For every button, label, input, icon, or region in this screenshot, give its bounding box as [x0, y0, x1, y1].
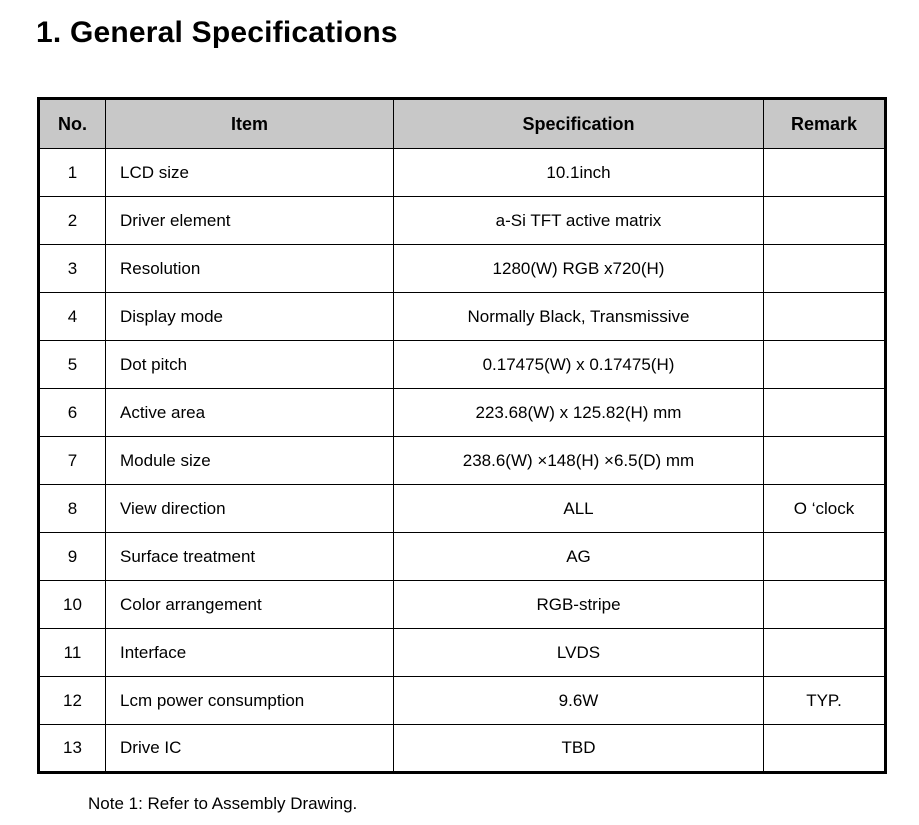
specification-cell: 1280(W) RGB x720(H) — [393, 244, 764, 293]
specification-cell: RGB-stripe — [393, 580, 764, 629]
footnote: Note 1: Refer to Assembly Drawing. — [88, 794, 358, 813]
specification-cell: ALL — [393, 484, 764, 533]
row-number-cell: 4 — [38, 292, 106, 341]
table-row: 8 View direction ALL O ‘clock — [38, 484, 886, 533]
remark-cell — [763, 532, 886, 581]
specification-cell: 223.68(W) x 125.82(H) mm — [393, 388, 764, 437]
row-number-cell: 3 — [38, 244, 106, 293]
row-number-cell: 12 — [38, 676, 106, 725]
remark-cell — [763, 244, 886, 293]
column-header-remark: Remark — [763, 98, 886, 149]
item-cell: LCD size — [105, 148, 394, 197]
table-row: 2 Driver element a-Si TFT active matrix — [38, 196, 886, 245]
table-row: 4 Display mode Normally Black, Transmissiv… — [38, 292, 886, 341]
item-cell: Interface — [105, 628, 394, 677]
remark-cell — [763, 148, 886, 197]
item-cell: Drive IC — [105, 724, 394, 773]
remark-cell — [763, 580, 886, 629]
row-number-cell: 5 — [38, 340, 106, 389]
page-title: 1. General Specifications — [36, 16, 398, 49]
table-row: 12 Lcm power consumption 9.6W TYP. — [38, 676, 886, 725]
row-number-cell: 10 — [38, 580, 106, 629]
column-header-item: Item — [105, 98, 394, 149]
specification-cell: 9.6W — [393, 676, 764, 725]
table-row: 11 Interface LVDS — [38, 628, 886, 677]
item-cell: View direction — [105, 484, 394, 533]
table-row: 13 Drive IC TBD — [38, 724, 886, 773]
table-row: 3 Resolution 1280(W) RGB x720(H) — [38, 244, 886, 293]
row-number-cell: 6 — [38, 388, 106, 437]
item-cell: Module size — [105, 436, 394, 485]
spec-table: No. Item Specification Remark 1 LCD size 1… — [37, 97, 887, 774]
row-number-cell: 1 — [38, 148, 106, 197]
remark-cell — [763, 292, 886, 341]
column-header-no: No. — [38, 98, 106, 149]
specification-cell: a-Si TFT active matrix — [393, 196, 764, 245]
item-cell: Driver element — [105, 196, 394, 245]
remark-cell — [763, 340, 886, 389]
row-number-cell: 8 — [38, 484, 106, 533]
remark-cell — [763, 724, 886, 773]
item-cell: Color arrangement — [105, 580, 394, 629]
table-row: 1 LCD size 10.1inch — [38, 148, 886, 197]
item-cell: Lcm power consumption — [105, 676, 394, 725]
row-number-cell: 7 — [38, 436, 106, 485]
table-header-row: No. Item Specification Remark — [38, 98, 886, 149]
item-cell: Active area — [105, 388, 394, 437]
table-row: 7 Module size 238.6(W) ×148(H) ×6.5(D) mm — [38, 436, 886, 485]
specification-cell: LVDS — [393, 628, 764, 677]
table-row: 6 Active area 223.68(W) x 125.82(H) mm — [38, 388, 886, 437]
specification-cell: 0.17475(W) x 0.17475(H) — [393, 340, 764, 389]
row-number-cell: 11 — [38, 628, 106, 677]
specification-cell: AG — [393, 532, 764, 581]
specification-cell: TBD — [393, 724, 764, 773]
remark-cell — [763, 436, 886, 485]
row-number-cell: 2 — [38, 196, 106, 245]
remark-cell — [763, 628, 886, 677]
table-row: 10 Color arrangement RGB-stripe — [38, 580, 886, 629]
remark-cell: TYP. — [763, 676, 886, 725]
item-cell: Resolution — [105, 244, 394, 293]
specification-cell: Normally Black, Transmissive — [393, 292, 764, 341]
table-row: 9 Surface treatment AG — [38, 532, 886, 581]
row-number-cell: 13 — [38, 724, 106, 773]
remark-cell — [763, 388, 886, 437]
column-header-specification: Specification — [393, 98, 764, 149]
item-cell: Display mode — [105, 292, 394, 341]
row-number-cell: 9 — [38, 532, 106, 581]
specification-cell: 238.6(W) ×148(H) ×6.5(D) mm — [393, 436, 764, 485]
remark-cell — [763, 196, 886, 245]
table-row: 5 Dot pitch 0.17475(W) x 0.17475(H) — [38, 340, 886, 389]
spec-table-body: 1 LCD size 10.1inch 2 Driver element a-Si TFT… — [38, 148, 886, 773]
specification-cell: 10.1inch — [393, 148, 764, 197]
item-cell: Dot pitch — [105, 340, 394, 389]
item-cell: Surface treatment — [105, 532, 394, 581]
remark-cell: O ‘clock — [763, 484, 886, 533]
